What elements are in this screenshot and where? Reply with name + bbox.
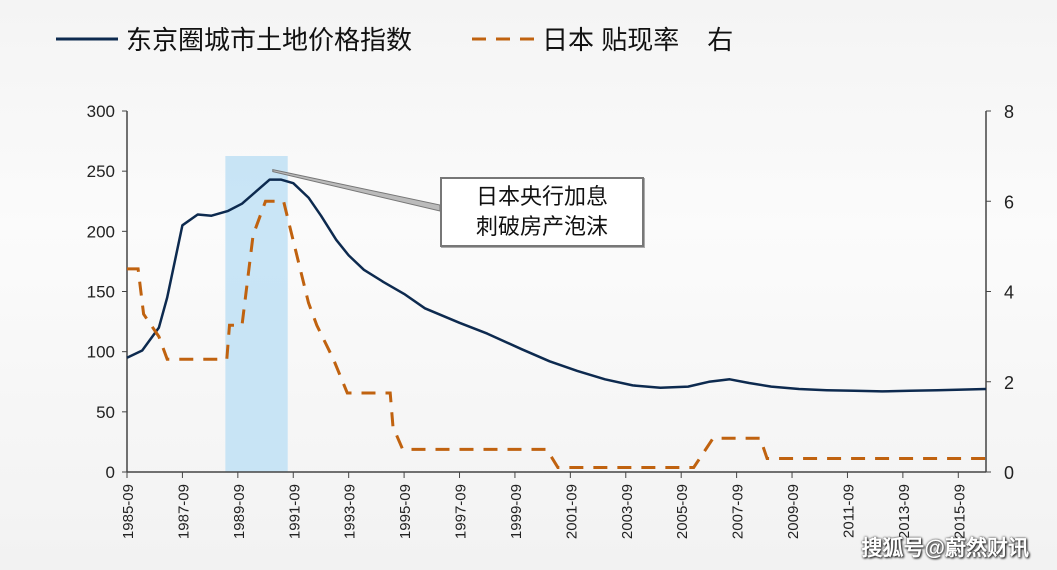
left-tick-label: 300 [87,102,115,121]
x-tick-label: 2007-09 [730,484,747,539]
left-tick-label: 0 [106,463,115,482]
left-tick-label: 50 [96,403,115,422]
x-tick-label: 1995-09 [397,484,414,539]
x-tick-label: 1991-09 [286,484,303,539]
legend-label-discount-rate: 日本 贴现率 [542,25,680,55]
x-tick-label: 1987-09 [175,484,192,539]
left-tick-label: 250 [87,162,115,181]
series-land-price [126,178,987,393]
legend-label-land-price: 东京圈城市土地价格指数 [126,25,413,55]
legend-label-right-axis: 右 [707,25,734,55]
x-tick-label: 1993-09 [342,484,359,539]
legend-item-land-price: 东京圈城市土地价格指数 [56,20,412,57]
left-tick-label: 150 [87,283,115,302]
x-tick-label: 1997-09 [453,484,470,539]
left-tick-label: 200 [87,222,115,241]
x-tick-label: 1999-09 [508,484,525,539]
annotation-arrow [272,169,441,212]
right-tick-label: 4 [1004,283,1014,303]
x-tick-label: 1989-09 [231,484,248,539]
annotation-box: 日本央行加息 刺破房产泡沫 [440,177,644,247]
right-tick-label: 8 [1004,102,1014,122]
legend-swatch-dashed [472,37,535,40]
x-tick-label: 2003-09 [619,484,636,539]
x-tick-label: 1985-09 [120,484,137,539]
x-tick-label: 2005-09 [674,484,691,539]
x-tick-label: 2013-09 [896,484,913,539]
x-tick-label: 2011-09 [840,484,857,538]
shaded-region [225,156,288,472]
left-tick-label: 100 [87,343,115,362]
right-tick-label: 0 [1004,463,1014,483]
watermark: 搜狐号@蔚然财讯 [861,537,1029,560]
right-tick-label: 6 [1004,192,1014,212]
annotation-line-1: 日本央行加息 [475,185,608,210]
right-tick-label: 2 [1004,373,1014,393]
legend-item-discount-rate: 日本 贴现率 右 [472,20,733,57]
x-tick-label: 2001-09 [563,484,580,539]
x-tick-label: 2009-09 [785,484,802,539]
annotation-line-2: 刺破房产泡沫 [475,215,608,240]
x-tick-label: 2015-09 [951,484,968,539]
series-discount-rate [127,199,986,469]
legend-swatch-solid [56,37,118,40]
legend: 东京圈城市土地价格指数 日本 贴现率 右 [56,20,793,57]
